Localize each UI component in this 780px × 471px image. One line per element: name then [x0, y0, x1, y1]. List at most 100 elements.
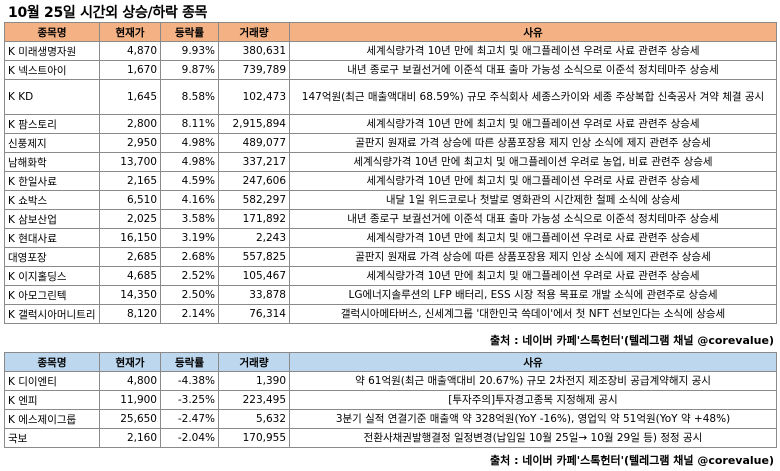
falling-header-row: 종목명 현재가 등락률 거래량 사유: [4, 352, 777, 372]
stock-name-cell: K 한일사료: [4, 171, 100, 191]
volume-cell: 223,495: [218, 390, 290, 410]
reason-cell: 세계식량가격 10년 만에 최고치 및 애그플레이션 우려로 사료 관련주 상승…: [289, 171, 777, 191]
reason-cell: 세계식량가격 10년 만에 최고치 및 애그플레이션 우려로 농업, 비료 관련…: [289, 152, 777, 172]
table-row: K 삼보산업 2,025 3.58% 171,892 내년 종로구 보궐선거에 이준석 …: [4, 209, 777, 229]
volume-cell: 380,631: [218, 41, 290, 61]
stock-name-cell: K 갤럭시아머니트리: [4, 304, 100, 324]
price-cell: 4,685: [99, 266, 161, 286]
volume-cell: 1,390: [218, 371, 290, 391]
rate-cell: -2.47%: [160, 409, 219, 429]
price-cell: 2,800: [99, 114, 161, 134]
stock-name-cell: K 이지홀딩스: [4, 266, 100, 286]
stock-name-cell: 신풍제지: [4, 133, 100, 153]
volume-cell: 739,789: [218, 60, 290, 80]
volume-cell: 170,955: [218, 428, 290, 448]
col-header-volume: 거래량: [218, 352, 290, 372]
reason-cell: 세계식량가격 10년 만에 최고치 및 애그플레이션 우려로 사료 관련주 상승…: [289, 114, 777, 134]
source-note-falling: 출처 : 네이버 카페'스톡헌터'(텔레그램 채널 @corevalue): [490, 454, 774, 467]
price-cell: 2,685: [99, 247, 161, 267]
reason-cell: 약 61억원(최근 매출액대비 20.67%) 규모 2차전지 제조장비 공급계…: [289, 371, 777, 391]
price-cell: 2,165: [99, 171, 161, 191]
col-header-volume: 거래량: [218, 22, 290, 42]
source-note-rising: 출처 : 네이버 카페'스톡헌터'(텔레그램 채널 @corevalue): [490, 334, 774, 347]
table-row: 국보 2,160 -2.04% 170,955 전환사채권발행결정 일정변경(납입일 1…: [4, 428, 777, 448]
volume-cell: 102,473: [218, 79, 290, 115]
reason-cell: 3분기 실적 연결기준 매출액 약 328억원(YoY -16%), 영업익 약…: [289, 409, 777, 429]
volume-cell: 33,878: [218, 285, 290, 305]
reason-cell: 세계식량가격 10년 만에 최고치 및 애그플레이션 우려로 사료 관련주 상승…: [289, 266, 777, 286]
col-header-name: 종목명: [4, 352, 100, 372]
volume-cell: 247,606: [218, 171, 290, 191]
table-row: 남해화학 13,700 4.98% 337,217 세계식량가격 10년 만에 최고치 …: [4, 152, 777, 172]
table-row: K 한일사료 2,165 4.59% 247,606 세계식량가격 10년 만에 최고치…: [4, 171, 777, 191]
rate-cell: 2.52%: [160, 266, 219, 286]
volume-cell: 2,243: [218, 228, 290, 248]
page-title: 10월 25일 시간외 상승/하락 종목: [8, 5, 208, 21]
reason-cell: 골판지 원재료 가격 상승에 따른 상품포장용 제지 인상 소식에 제지 관련주…: [289, 133, 777, 153]
rate-cell: 4.16%: [160, 190, 219, 210]
stock-name-cell: K 에스제이그룹: [4, 409, 100, 429]
rising-header-row: 종목명 현재가 등락률 거래량 사유: [4, 22, 777, 42]
stock-name-cell: K 넥스트아이: [4, 60, 100, 80]
stock-name-cell: 국보: [4, 428, 100, 448]
table-row: K 엔피 11,900 -3.25% 223,495 [투자주의]투자경고종목 지정해제…: [4, 390, 777, 410]
rate-cell: 4.98%: [160, 133, 219, 153]
volume-cell: 5,632: [218, 409, 290, 429]
reason-cell: 세계식량가격 10년 만에 최고치 및 애그플레이션 우려로 사료 관련주 상승…: [289, 41, 777, 61]
rate-cell: 8.11%: [160, 114, 219, 134]
price-cell: 6,510: [99, 190, 161, 210]
rate-cell: 2.14%: [160, 304, 219, 324]
volume-cell: 582,297: [218, 190, 290, 210]
reason-cell: 골판지 원재료 가격 상승에 따른 상품포장용 제지 인상 소식에 제지 관련주…: [289, 247, 777, 267]
table-row: K 갤럭시아머니트리 8,120 2.14% 76,314 갤럭시아메타버스, 신세계그…: [4, 304, 777, 324]
reason-cell: 세계식량가격 10년 만에 최고치 및 애그플레이션 우려로 사료 관련주 상승…: [289, 228, 777, 248]
rate-cell: 2.50%: [160, 285, 219, 305]
price-cell: 1,645: [99, 79, 161, 115]
col-header-reason: 사유: [289, 352, 777, 372]
table-row: K 디이엔티 4,800 -4.38% 1,390 약 61억원(최근 매출액대비 20…: [4, 371, 777, 391]
volume-cell: 171,892: [218, 209, 290, 229]
table-row: K 아모그린텍 14,350 2.50% 33,878 LG에너지솔루션의 LFP 배터…: [4, 285, 777, 305]
stock-name-cell: K 미래생명자원: [4, 41, 100, 61]
price-cell: 11,900: [99, 390, 161, 410]
stock-name-cell: K KD: [4, 79, 100, 115]
volume-cell: 489,077: [218, 133, 290, 153]
rate-cell: 9.87%: [160, 60, 219, 80]
reason-cell: 내년 종로구 보궐선거에 이준석 대표 출마 가능성 소식으로 이준석 정치테마…: [289, 209, 777, 229]
stock-name-cell: K 팜스토리: [4, 114, 100, 134]
stock-name-cell: K 쇼박스: [4, 190, 100, 210]
reason-cell: 내년 종로구 보궐선거에 이준석 대표 출마 가능성 소식으로 이준석 정치테마…: [289, 60, 777, 80]
rate-cell: 4.98%: [160, 152, 219, 172]
price-cell: 16,150: [99, 228, 161, 248]
price-cell: 2,025: [99, 209, 161, 229]
col-header-rate: 등락률: [160, 22, 219, 42]
volume-cell: 2,915,894: [218, 114, 290, 134]
col-header-price: 현재가: [99, 22, 161, 42]
stock-name-cell: K 현대사료: [4, 228, 100, 248]
volume-cell: 337,217: [218, 152, 290, 172]
rate-cell: -3.25%: [160, 390, 219, 410]
rate-cell: 8.58%: [160, 79, 219, 115]
col-header-price: 현재가: [99, 352, 161, 372]
volume-cell: 76,314: [218, 304, 290, 324]
price-cell: 8,120: [99, 304, 161, 324]
table-row: 대영포장 2,685 2.68% 557,825 골판지 원재료 가격 상승에 따른 상…: [4, 247, 777, 267]
table-row: K 쇼박스 6,510 4.16% 582,297 내달 1일 위드코로나 첫발로 영화…: [4, 190, 777, 210]
reason-cell: 갤럭시아메타버스, 신세계그룹 '대한민국 쓱데이'에서 첫 NFT 선보인다는…: [289, 304, 777, 324]
table-row: K 이지홀딩스 4,685 2.52% 105,467 세계식량가격 10년 만에 최고…: [4, 266, 777, 286]
reason-cell: LG에너지솔루션의 LFP 배터리, ESS 시장 적용 목표로 개발 소식에 …: [289, 285, 777, 305]
reason-cell: 내달 1일 위드코로나 첫발로 영화관의 시간제한 철페 소식에 상승세: [289, 190, 777, 210]
price-cell: 1,670: [99, 60, 161, 80]
reason-cell: [투자주의]투자경고종목 지정해제 공시: [289, 390, 777, 410]
col-header-reason: 사유: [289, 22, 777, 42]
stock-name-cell: K 디이엔티: [4, 371, 100, 391]
price-cell: 25,650: [99, 409, 161, 429]
table-row: K KD 1,645 8.58% 102,473 147억원(최근 매출액대비 68.5…: [4, 79, 777, 115]
reason-cell: 147억원(최근 매출액대비 68.59%) 규모 주식회사 세종스카이와 세종…: [289, 79, 777, 115]
table-row: K 미래생명자원 4,870 9.93% 380,631 세계식량가격 10년 만에 최…: [4, 41, 777, 61]
rate-cell: 4.59%: [160, 171, 219, 191]
price-cell: 14,350: [99, 285, 161, 305]
falling-stocks-table: 종목명 현재가 등락률 거래량 사유 K 디이엔티 4,800 -4.38% 1,39…: [4, 352, 777, 448]
table-row: K 팜스토리 2,800 8.11% 2,915,894 세계식량가격 10년 만에 최…: [4, 114, 777, 134]
